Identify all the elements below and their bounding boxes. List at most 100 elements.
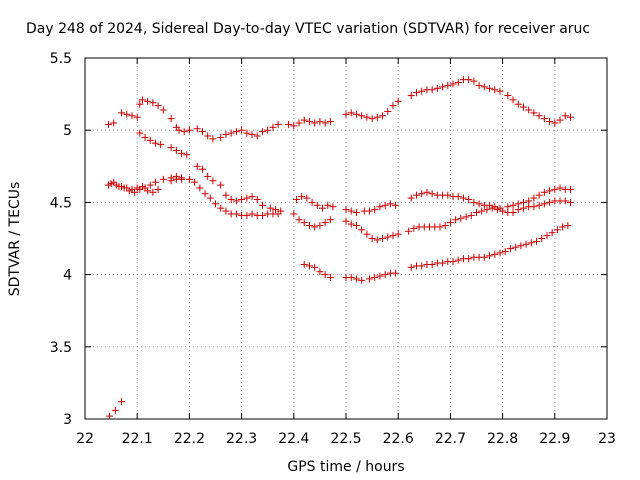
data-point xyxy=(248,210,256,218)
data-point xyxy=(512,243,520,251)
data-point xyxy=(462,213,470,221)
data-point xyxy=(201,190,209,198)
data-point xyxy=(428,260,436,268)
y-axis-label: SDTVAR / TECUs xyxy=(7,182,23,297)
data-point xyxy=(412,89,420,97)
data-point xyxy=(486,252,494,260)
data-point xyxy=(303,194,311,202)
data-point xyxy=(183,151,191,159)
data-point xyxy=(209,135,217,143)
y-tick-label: 5 xyxy=(63,123,72,139)
data-point xyxy=(154,102,162,110)
data-point xyxy=(548,229,556,237)
data-point xyxy=(358,226,366,234)
data-point xyxy=(363,113,371,121)
axis-ticks xyxy=(84,57,608,420)
data-point xyxy=(193,125,201,133)
data-point xyxy=(412,191,420,199)
data-point xyxy=(535,201,543,209)
data-point xyxy=(198,165,206,173)
data-point xyxy=(222,131,230,139)
data-point xyxy=(527,239,535,247)
chart-title: Day 248 of 2024, Sidereal Day-to-day VTE… xyxy=(26,21,590,37)
data-point xyxy=(290,210,298,218)
data-point xyxy=(258,201,266,209)
data-point xyxy=(300,260,308,268)
data-point xyxy=(449,258,457,266)
data-point xyxy=(459,194,467,202)
data-point xyxy=(212,200,219,208)
data-point xyxy=(305,222,313,230)
data-point xyxy=(352,209,360,217)
data-point xyxy=(566,198,574,206)
x-tick-label: 22.9 xyxy=(539,431,570,447)
data-point xyxy=(379,112,387,120)
data-point xyxy=(371,273,379,281)
data-point xyxy=(326,273,334,281)
data-point xyxy=(144,187,152,195)
x-tick-label: 23 xyxy=(598,431,616,447)
y-tick-label: 3.5 xyxy=(50,340,72,356)
data-point xyxy=(480,253,488,261)
data-point xyxy=(172,146,180,154)
data-point xyxy=(446,219,454,227)
data-point xyxy=(496,87,504,95)
data-point xyxy=(175,126,183,134)
data-point xyxy=(319,204,327,212)
data-point xyxy=(308,198,316,206)
data-point xyxy=(538,235,546,242)
data-point xyxy=(232,128,240,136)
data-point xyxy=(253,132,261,140)
data-point xyxy=(546,187,554,195)
data-point xyxy=(154,185,162,193)
data-point xyxy=(311,119,319,127)
data-point xyxy=(514,206,522,214)
data-point xyxy=(217,181,225,189)
data-point xyxy=(436,223,444,231)
data-point xyxy=(232,210,240,218)
y-tick-label: 5.5 xyxy=(50,51,72,67)
data-point xyxy=(389,232,397,240)
data-point xyxy=(342,110,350,118)
data-point xyxy=(522,240,530,248)
data-point xyxy=(295,216,303,224)
data-point xyxy=(243,194,251,202)
data-points xyxy=(104,76,574,420)
data-point xyxy=(128,185,136,193)
data-point xyxy=(381,201,389,209)
data-point xyxy=(285,120,293,128)
data-point xyxy=(452,216,460,224)
data-point xyxy=(342,217,350,225)
data-point xyxy=(556,184,564,192)
data-point xyxy=(326,216,334,224)
data-point xyxy=(352,222,360,230)
data-point xyxy=(151,178,159,186)
data-point xyxy=(196,184,204,192)
data-point xyxy=(368,235,376,242)
data-point xyxy=(365,275,373,283)
data-point xyxy=(227,129,235,137)
data-point xyxy=(540,200,548,208)
data-point xyxy=(470,77,478,85)
data-point xyxy=(110,119,118,127)
data-point xyxy=(159,175,167,183)
data-point xyxy=(475,81,483,89)
data-point xyxy=(449,80,457,88)
data-point xyxy=(178,149,186,157)
data-point xyxy=(561,112,569,120)
x-tick-label: 22.2 xyxy=(174,431,205,447)
data-point xyxy=(467,211,475,219)
y-tick-label: 4 xyxy=(63,268,72,284)
data-point xyxy=(441,222,449,230)
data-point xyxy=(243,211,251,219)
data-point xyxy=(274,120,282,128)
data-point xyxy=(470,198,478,206)
data-point xyxy=(232,197,240,205)
data-point xyxy=(501,247,509,255)
data-point xyxy=(499,207,507,215)
x-tick-label: 22.1 xyxy=(122,431,153,447)
data-point xyxy=(566,185,574,193)
